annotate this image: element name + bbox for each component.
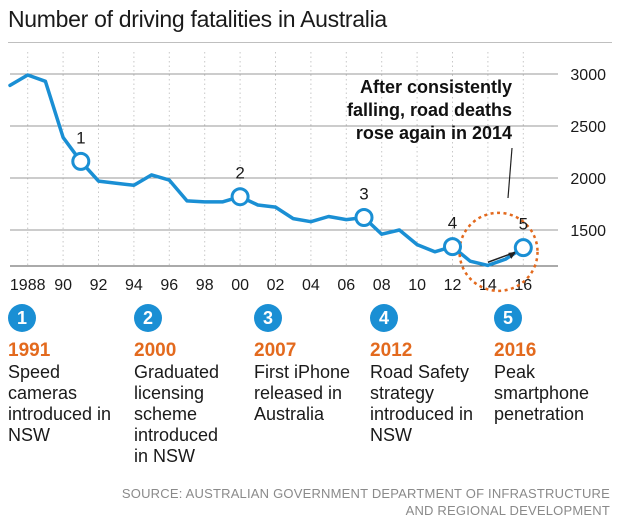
event-3: 3 2007 First iPhone released in Australi… <box>254 304 372 425</box>
event-badge: 3 <box>254 304 282 332</box>
event-description: Peak smartphone penetration <box>494 362 590 424</box>
chart-annotation: After consistently falling, road deaths … <box>346 77 512 143</box>
x-tick-label: 06 <box>337 277 355 294</box>
event-marker-label: 2 <box>235 164 244 183</box>
event-marker <box>443 237 462 257</box>
event-year: 2000 <box>134 340 177 361</box>
event-year: 1991 <box>8 340 51 361</box>
x-tick-label: 10 <box>408 277 426 294</box>
source-line-2: AND REGIONAL DEVELOPMENT <box>405 503 610 518</box>
y-tick-label: 2000 <box>570 171 606 188</box>
source-note: SOURCE: AUSTRALIAN GOVERNMENT DEPARTMENT… <box>122 485 610 519</box>
event-marker <box>513 238 533 258</box>
event-description: Speed cameras introduced in NSW <box>8 362 112 445</box>
event-marker-label: 4 <box>448 214 457 233</box>
x-tick-label: 00 <box>231 277 249 294</box>
event-description: First iPhone released in Australia <box>254 362 351 424</box>
event-year: 2016 <box>494 340 537 361</box>
x-tick-label: 96 <box>160 277 178 294</box>
source-line-1: SOURCE: AUSTRALIAN GOVERNMENT DEPARTMENT… <box>121 486 610 501</box>
x-tick-label: 12 <box>444 277 462 294</box>
event-description: Road Safety strategy introduced in NSW <box>370 362 474 445</box>
event-marker <box>230 187 250 207</box>
x-tick-label: 90 <box>54 277 72 294</box>
line-chart: 1500 2000 2500 3000 1988 90 92 94 96 98 00 02 04 06 08… <box>8 52 606 294</box>
x-tick-label: 94 <box>125 277 143 294</box>
x-tick-label: 08 <box>373 277 391 294</box>
x-tick-label: 04 <box>302 277 320 294</box>
event-year: 2007 <box>254 340 297 361</box>
event-badge: 5 <box>494 304 522 332</box>
fatalities-line <box>8 73 526 268</box>
event-badge: 1 <box>8 304 36 332</box>
title-divider <box>8 42 612 43</box>
event-marker-label: 1 <box>76 128 85 147</box>
y-tick-label: 1500 <box>570 223 606 240</box>
event-badge: 2 <box>134 304 162 332</box>
y-tick-label: 2500 <box>570 119 606 136</box>
highlight-circle <box>458 211 539 293</box>
event-marker-label: 3 <box>359 185 368 204</box>
x-tick-label: 02 <box>267 277 285 294</box>
event-marker <box>71 151 91 171</box>
event-marker-label: 5 <box>519 215 528 234</box>
x-tick-label: 98 <box>196 277 214 294</box>
event-2: 2 2000 Graduated licensing scheme introd… <box>134 304 252 467</box>
event-4: 4 2012 Road Safety strategy introduced i… <box>370 304 488 446</box>
event-1: 1 1991 Speed cameras introduced in NSW <box>8 304 126 446</box>
event-5: 5 2016 Peak smartphone penetration <box>494 304 612 425</box>
event-year: 2012 <box>370 340 413 361</box>
y-tick-label: 3000 <box>570 67 606 84</box>
event-badge: 4 <box>370 304 398 332</box>
x-tick-label: 16 <box>514 277 532 294</box>
x-tick-label: 1988 <box>10 277 46 294</box>
event-marker <box>354 208 374 228</box>
x-tick-label: 92 <box>90 277 108 294</box>
event-description: Graduated licensing scheme introduced in… <box>134 362 220 466</box>
trend-arrow-head <box>508 251 517 259</box>
chart-title: Number of driving fatalities in Australi… <box>8 6 387 32</box>
annotation-pointer <box>507 147 513 199</box>
